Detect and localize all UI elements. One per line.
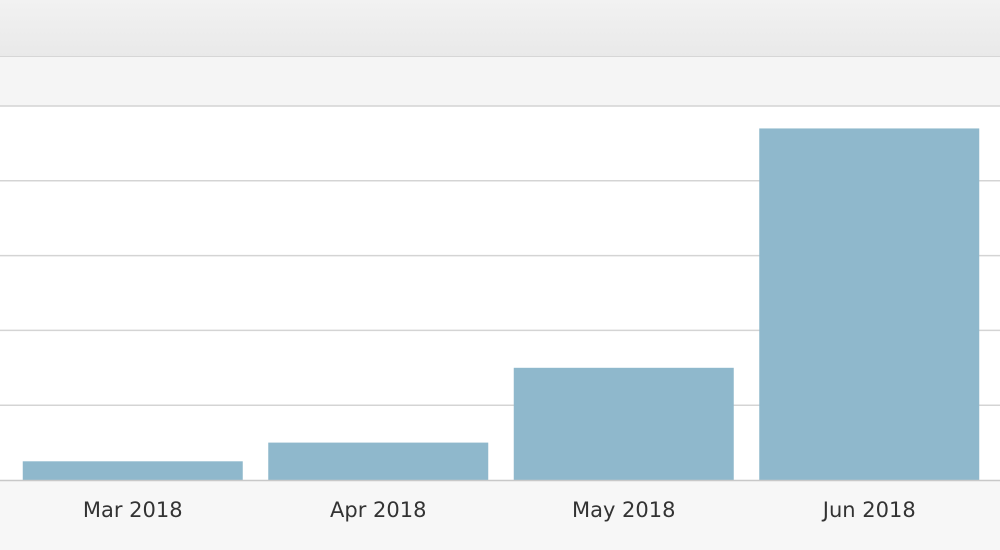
x-tick-labels: Mar 2018 Apr 2018 May 2018 Jun 2018 — [83, 498, 916, 522]
x-tick-label: May 2018 — [572, 498, 676, 522]
bars — [22, 128, 980, 480]
x-tick-label: Apr 2018 — [330, 498, 426, 522]
bar-may-2018[interactable] — [513, 367, 734, 480]
bar-apr-2018[interactable] — [268, 442, 489, 480]
panel-header — [0, 0, 1000, 57]
x-tick-label: Jun 2018 — [821, 498, 916, 522]
bar-jun-2018[interactable] — [759, 128, 980, 480]
x-tick-label: Mar 2018 — [83, 498, 183, 522]
panel-toolbar-strip — [0, 57, 1000, 107]
bar-mar-2018[interactable] — [22, 461, 243, 480]
